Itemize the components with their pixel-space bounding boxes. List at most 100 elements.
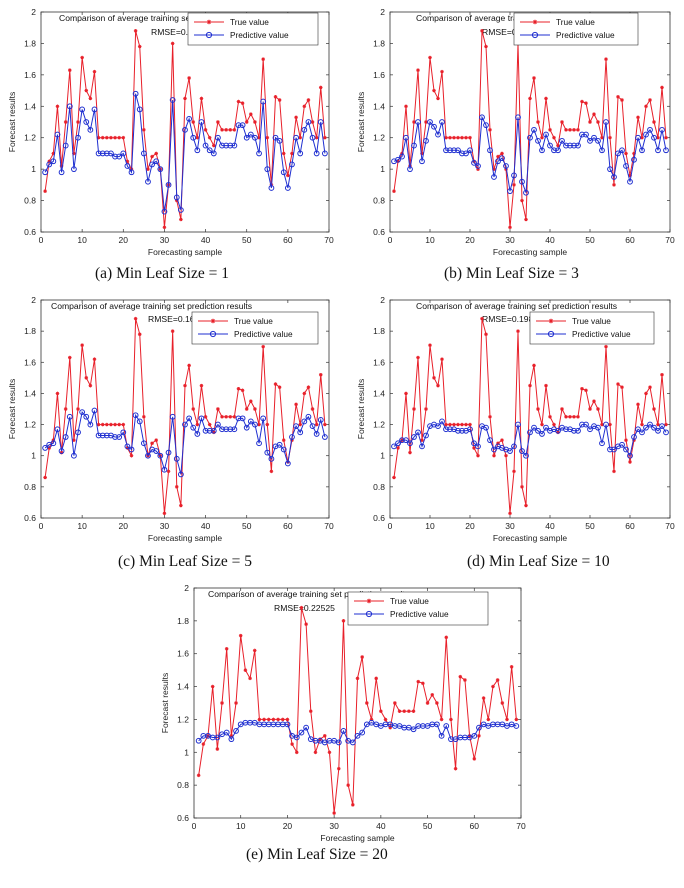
data-point <box>430 692 435 697</box>
data-point <box>444 635 449 640</box>
data-point <box>648 98 652 102</box>
data-point <box>310 407 315 411</box>
data-point <box>415 119 421 125</box>
data-point <box>620 98 624 102</box>
x-tick-label: 40 <box>545 521 555 531</box>
data-point <box>313 431 320 437</box>
true-value-series <box>392 29 668 230</box>
data-point <box>527 134 533 141</box>
data-point <box>214 734 221 741</box>
data-point <box>495 158 501 165</box>
data-point <box>173 194 180 201</box>
data-point <box>203 128 208 132</box>
data-point <box>499 155 505 162</box>
data-point <box>223 729 230 736</box>
data-point <box>595 137 601 144</box>
data-point <box>448 135 452 140</box>
x-tick-label: 60 <box>283 235 293 245</box>
data-point <box>253 407 257 411</box>
data-point <box>121 135 126 140</box>
legend-box <box>529 311 655 345</box>
data-point <box>403 437 409 444</box>
data-point <box>428 343 432 347</box>
data-point <box>411 434 417 440</box>
data-point <box>600 135 604 140</box>
data-point <box>495 678 500 682</box>
data-point <box>556 143 560 148</box>
data-point <box>284 721 291 728</box>
data-point <box>239 122 246 129</box>
data-point <box>211 143 216 148</box>
data-point <box>464 422 468 427</box>
data-point <box>228 736 235 743</box>
x-tick-label: 10 <box>77 235 87 245</box>
data-point <box>652 120 656 124</box>
data-point <box>265 135 270 140</box>
x-tick-label: 50 <box>585 235 595 245</box>
data-point <box>313 150 320 157</box>
data-point <box>142 414 146 419</box>
data-point <box>351 803 355 807</box>
y-tick-label: 1.6 <box>24 70 36 80</box>
data-point <box>488 128 492 132</box>
y-tick-label: 1 <box>380 451 385 461</box>
data-point <box>407 709 411 714</box>
true-value-series <box>196 605 519 815</box>
data-point <box>543 131 549 138</box>
data-point <box>231 426 238 433</box>
data-point <box>472 757 477 761</box>
chart-e: 0 10 20 30 40 50 60 70 0.6 0.8 1 1.2 1.4 1.6 1.8 2 Forec… <box>160 583 526 843</box>
data-point <box>124 443 131 450</box>
y-tick-label: 1.4 <box>24 388 36 398</box>
data-point <box>468 422 472 427</box>
legend-marker <box>548 318 554 324</box>
data-point <box>313 750 318 755</box>
data-point <box>659 423 665 430</box>
data-point <box>75 429 81 436</box>
data-point <box>476 724 482 731</box>
data-point <box>552 422 556 427</box>
data-point <box>440 357 444 361</box>
data-point <box>112 153 118 160</box>
data-point <box>624 438 628 442</box>
data-point <box>170 329 175 333</box>
data-point <box>564 128 568 132</box>
data-point <box>308 709 313 714</box>
chart-panel-e: 0 10 20 30 40 50 60 70 0.6 0.8 1 1.2 1.4 1.6 1.8 2 Forec… <box>150 578 530 888</box>
data-point <box>198 119 205 125</box>
x-tick-label: 40 <box>201 235 211 245</box>
data-point <box>435 131 441 138</box>
data-point <box>587 426 593 433</box>
x-tick-label: 40 <box>376 821 386 831</box>
data-point <box>173 455 180 462</box>
data-point <box>395 440 401 447</box>
legend-label: Predictive value <box>572 329 631 339</box>
data-point <box>656 422 660 427</box>
caption-a: (a) Min Leaf Size = 1 <box>95 265 229 282</box>
y-tick-label: 2 <box>380 295 385 305</box>
data-point <box>395 156 401 163</box>
y-axis-label: Forecast results <box>160 673 170 733</box>
data-point <box>651 424 657 431</box>
rmse-annotation: RMSE=0.082264 <box>151 27 217 37</box>
data-point <box>133 316 138 321</box>
data-point <box>157 166 164 173</box>
x-tick-label: 70 <box>665 235 675 245</box>
data-point <box>427 119 433 125</box>
data-point <box>588 120 592 124</box>
x-tick-label: 10 <box>77 521 87 531</box>
data-point <box>487 437 493 444</box>
data-point <box>191 407 196 411</box>
data-point <box>276 717 280 722</box>
data-point <box>54 426 61 433</box>
data-point <box>411 142 417 149</box>
data-point <box>596 407 600 411</box>
data-point <box>428 55 432 60</box>
data-point <box>249 399 253 404</box>
data-point <box>210 427 217 434</box>
data-point <box>321 150 328 157</box>
data-point <box>266 717 271 722</box>
data-point <box>257 422 261 427</box>
y-tick-label: 1.2 <box>373 133 385 143</box>
data-point <box>96 135 101 140</box>
